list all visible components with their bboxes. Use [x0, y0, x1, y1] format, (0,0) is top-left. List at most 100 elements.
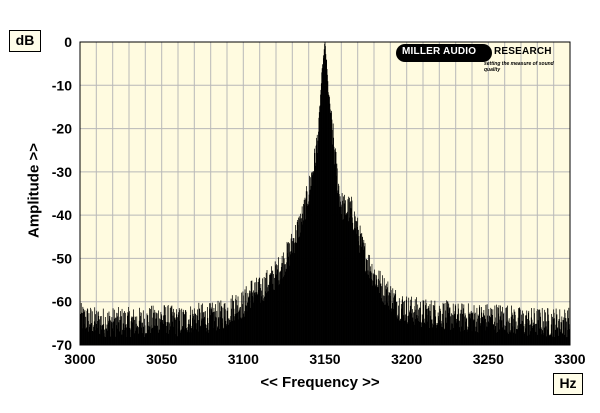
spectrum-bar: [257, 282, 259, 345]
spectrum-bar: [245, 292, 246, 345]
spectrum-bar: [134, 319, 136, 345]
spectrum-bar: [487, 315, 488, 345]
spectrum-bar: [101, 325, 103, 345]
spectrum-bar: [409, 312, 411, 345]
spectrum-bar: [472, 319, 474, 345]
spectrum-bar: [474, 319, 476, 345]
spectrum-bar: [379, 280, 381, 345]
spectrum-bar: [162, 319, 163, 345]
spectrum-bar: [167, 306, 169, 345]
spectrum-bar: [344, 194, 345, 345]
spectrum-bar: [559, 331, 561, 345]
spectrum-bar: [232, 320, 234, 345]
spectrum-bar: [180, 329, 182, 345]
spectrum-bar: [275, 274, 276, 345]
spectrum-bar: [443, 329, 445, 345]
spectrum-bar: [326, 59, 328, 346]
spectrum-bar: [181, 308, 183, 345]
spectrum-bar: [525, 315, 527, 345]
spectrum-bar: [306, 191, 308, 345]
spectrum-bar: [508, 318, 510, 345]
spectrum-bar: [420, 321, 422, 345]
x-tick-label: 3200: [391, 351, 422, 367]
spectrum-bar: [523, 326, 525, 345]
spectrum-bar: [351, 196, 352, 345]
spectrum-bar: [445, 317, 447, 345]
spectrum-bar: [213, 321, 215, 345]
spectrum-bar: [291, 233, 292, 345]
spectrum-bar: [114, 336, 116, 345]
spectrum-bar: [97, 320, 99, 345]
x-tick-label: 3000: [64, 351, 95, 367]
spectrum-bar: [396, 314, 398, 345]
spectrum-bar: [242, 291, 244, 345]
spectrum-bar: [497, 313, 499, 345]
spectrum-bar: [390, 290, 392, 345]
spectrum-bar: [210, 308, 212, 345]
spectrum-bar: [234, 313, 236, 345]
spectrum-bar: [400, 318, 401, 345]
spectrum-bar: [117, 313, 119, 345]
spectrum-bar: [89, 327, 91, 345]
spectrum-bar: [383, 302, 385, 345]
spectrum-bar: [254, 282, 256, 345]
spectrum-bar: [444, 328, 446, 345]
spectrum-bar: [320, 89, 322, 346]
spectrum-bar: [473, 305, 475, 345]
spectrum-bar: [545, 312, 546, 345]
spectrum-bar: [450, 316, 452, 345]
spectrum-bar: [466, 317, 468, 345]
spectrum-bar: [164, 305, 165, 345]
spectrum-bar: [525, 315, 526, 345]
y-tick-label: -20: [52, 121, 72, 137]
spectrum-bar: [202, 312, 204, 345]
spectrum-bar: [414, 306, 416, 345]
x-tick-label: 3050: [146, 351, 177, 367]
spectrum-bar: [363, 239, 365, 345]
spectrum-bar: [144, 334, 146, 345]
spectrum-bar: [160, 322, 161, 345]
spectrum-bar: [367, 260, 368, 345]
spectrum-bar: [457, 315, 459, 345]
spectrum-bar: [457, 303, 459, 345]
spectrum-bar: [100, 316, 102, 345]
spectrum-bar: [322, 64, 323, 345]
spectrum-bar: [401, 308, 403, 345]
spectrum-bar: [219, 317, 221, 345]
spectrum-bar: [220, 300, 222, 345]
spectrum-bar: [356, 226, 358, 345]
spectrum-bar: [111, 328, 113, 345]
spectrum-bar: [280, 270, 282, 345]
spectrum-bar: [372, 273, 374, 345]
spectrum-bar: [259, 277, 261, 345]
y-axis-title: Amplitude >>: [25, 142, 43, 239]
spectrum-bar: [347, 221, 349, 345]
spectrum-bar: [291, 250, 293, 345]
spectrum-bar: [567, 318, 569, 345]
spectrum-bar: [304, 205, 305, 345]
spectrum-bar: [550, 334, 551, 345]
spectrum-bar: [247, 297, 249, 345]
spectrum-bar: [367, 274, 369, 345]
spectrum-bar: [180, 332, 182, 345]
spectrum-bar: [320, 94, 321, 346]
spectrum-bar: [117, 328, 118, 345]
spectrum-bar: [93, 326, 94, 345]
spectrum-bar: [458, 308, 459, 345]
spectrum-bar: [247, 302, 248, 345]
spectrum-bar: [433, 305, 435, 345]
spectrum-bar: [290, 238, 292, 345]
spectrum-bar: [521, 320, 523, 345]
spectrum-bar: [558, 319, 560, 345]
spectrum-bar: [120, 316, 122, 345]
spectrum-bar: [305, 219, 307, 345]
spectrum-bar: [265, 278, 266, 345]
spectrum-bar: [395, 301, 397, 345]
spectrum-bar: [336, 175, 337, 345]
spectrum-bar: [272, 270, 274, 345]
x-tick-label: 3150: [309, 351, 340, 367]
spectrum-bar: [204, 317, 205, 345]
spectrum-bar: [91, 323, 93, 345]
spectrum-bar: [483, 310, 485, 345]
spectrum-bar: [90, 309, 92, 345]
